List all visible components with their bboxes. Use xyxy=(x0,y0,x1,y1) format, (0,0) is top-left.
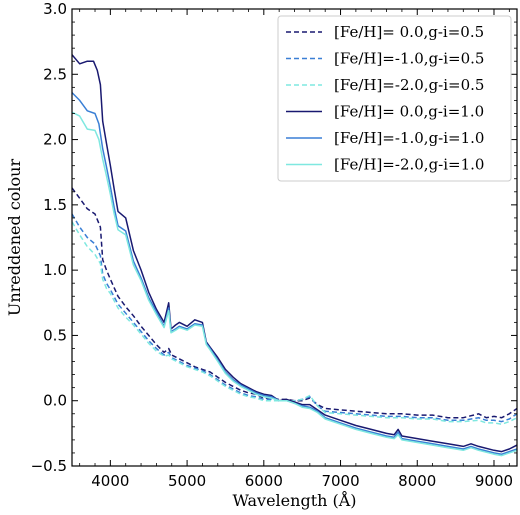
series-line-6 xyxy=(72,111,517,457)
legend-box xyxy=(277,15,512,182)
x-tick-label: 4000 xyxy=(91,472,129,490)
x-tick-label: 9000 xyxy=(475,472,513,490)
legend-entry-label: [Fe/H]=-1.0,g-i=1.0 xyxy=(334,129,484,147)
series-line-1 xyxy=(72,187,517,419)
series-line-5 xyxy=(72,92,517,455)
series-line-4 xyxy=(72,54,517,453)
x-tick-label: 5000 xyxy=(168,472,206,490)
legend-entry-label: [Fe/H]=-1.0,g-i=0.5 xyxy=(334,50,484,68)
y-tick-label: 3.0 xyxy=(43,0,67,18)
legend-entry-label: [Fe/H]= 0.0,g-i=1.0 xyxy=(334,103,484,121)
y-tick-label: 1.5 xyxy=(43,196,67,214)
legend-entry-label: [Fe/H]= 0.0,g-i=0.5 xyxy=(334,23,484,41)
y-tick-label: 2.5 xyxy=(43,65,67,83)
x-axis: 4000 5000 6000 7000 8000 9000 xyxy=(79,9,513,490)
legend: [Fe/H]= 0.0,g-i=0.5 [Fe/H]=-1.0,g-i=0.5 [F… xyxy=(277,15,512,182)
series-line-3 xyxy=(72,221,517,425)
y-tick-label: −0.5 xyxy=(31,457,67,475)
legend-entry-label: [Fe/H]=-2.0,g-i=0.5 xyxy=(334,76,484,94)
x-tick-label: 7000 xyxy=(321,472,359,490)
x-axis-label: Wavelength (Å) xyxy=(232,490,356,510)
y-axis-label: Unreddened colour xyxy=(5,159,24,317)
series-line-2 xyxy=(72,213,517,423)
series-layer xyxy=(72,54,517,457)
y-axis: −0.5 0.0 0.5 1.0 1.5 2.0 2.5 3.0 xyxy=(31,0,517,475)
legend-entry-label: [Fe/H]=-2.0,g-i=1.0 xyxy=(334,156,484,174)
y-tick-label: 1.0 xyxy=(43,261,67,279)
y-tick-label: 2.0 xyxy=(43,131,67,149)
y-tick-label: 0.5 xyxy=(43,326,67,344)
x-tick-label: 8000 xyxy=(398,472,436,490)
x-tick-label: 6000 xyxy=(245,472,283,490)
y-tick-label: 0.0 xyxy=(43,392,67,410)
